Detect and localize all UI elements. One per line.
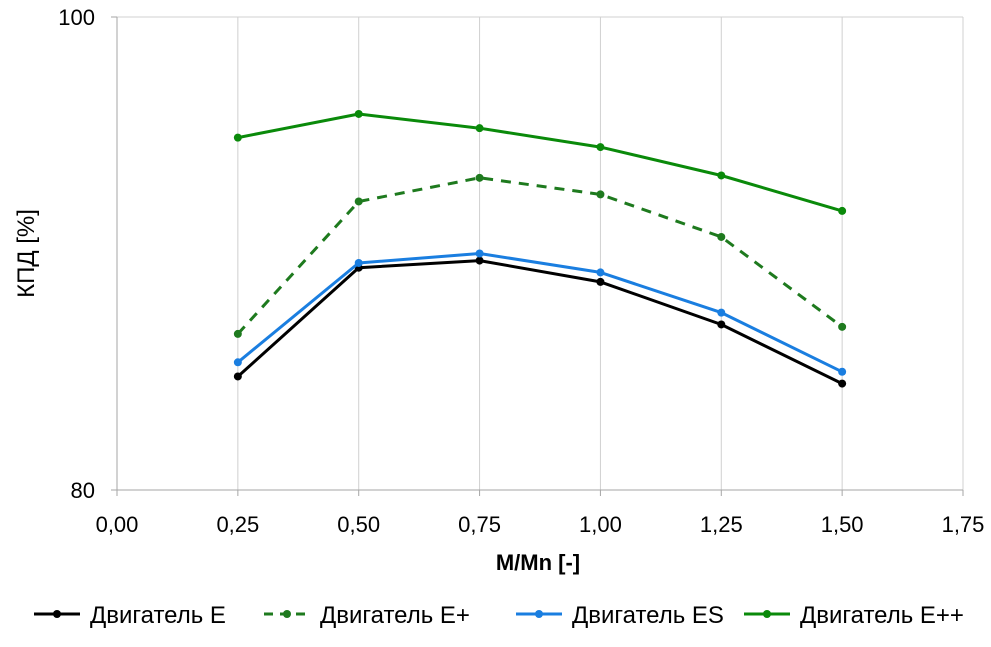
- tick-labels: 0,00 0,25 0,50 0,75 1,00 1,25 1,50 1,75 100 80: [58, 5, 984, 537]
- legend-label: Двигатель E: [90, 602, 226, 629]
- y-tick-label: 100: [58, 5, 95, 30]
- legend: Двигатель E Двигатель E+ Двигатель ES Двига…: [34, 602, 964, 629]
- series-2-point: [354, 197, 363, 206]
- series-2-point: [475, 173, 484, 182]
- series-4-point: [233, 133, 242, 142]
- series-2: [233, 173, 847, 338]
- series-4-point: [475, 124, 484, 133]
- x-tick-label: 0,00: [96, 512, 139, 537]
- series-2-line: [236, 176, 843, 335]
- x-tick-label: 0,50: [337, 512, 380, 537]
- legend-label: Двигатель ES: [572, 602, 724, 629]
- x-tick-label: 0,75: [458, 512, 501, 537]
- y-tick-label: 80: [71, 478, 95, 503]
- series-1: [233, 256, 847, 388]
- series-2-point: [838, 322, 847, 331]
- series-3-point: [233, 358, 242, 367]
- legend-item: Двигатель E+: [264, 602, 470, 629]
- series-3-point: [717, 308, 726, 317]
- legend-item: Двигатель E: [34, 602, 226, 629]
- y-axis-title: КПД [%]: [13, 209, 40, 298]
- series-layer: [233, 109, 847, 388]
- series-4-line: [237, 112, 843, 213]
- series-1-point: [233, 372, 242, 381]
- series-1-point: [596, 277, 605, 286]
- series-2-point: [717, 232, 726, 241]
- legend-item: Двигатель E++: [744, 602, 964, 629]
- grid: [117, 16, 964, 490]
- legend-swatch-marker: [535, 610, 543, 618]
- series-3-point: [596, 268, 605, 277]
- series-1-point: [717, 320, 726, 329]
- series-4-point: [717, 171, 726, 180]
- series-1-point: [838, 379, 847, 388]
- legend-label: Двигатель E++: [800, 602, 964, 629]
- x-tick-label: 1,75: [942, 512, 985, 537]
- series-3-line: [236, 252, 843, 374]
- series-1-line: [236, 259, 843, 385]
- x-tick-label: 1,50: [821, 512, 864, 537]
- legend-swatch-marker: [53, 610, 61, 618]
- legend-swatch-marker: [763, 610, 771, 618]
- x-axis-title: M/Mn [-]: [496, 550, 580, 575]
- x-tick-label: 0,25: [216, 512, 259, 537]
- series-2-point: [233, 329, 242, 338]
- series-4: [233, 109, 847, 215]
- series-3-point: [354, 258, 363, 267]
- series-2-point: [596, 190, 605, 199]
- legend-item: Двигатель ES: [516, 602, 724, 629]
- series-4-point: [596, 143, 605, 152]
- legend-swatch-marker: [283, 610, 291, 618]
- x-tick-label: 1,25: [700, 512, 743, 537]
- axes: [111, 16, 964, 496]
- series-4-point: [354, 109, 363, 118]
- series-3-point: [838, 367, 847, 376]
- series-1-point: [475, 256, 484, 265]
- series-3-point: [475, 249, 484, 258]
- legend-label: Двигатель E+: [320, 602, 470, 629]
- series-3: [233, 249, 847, 376]
- x-tick-label: 1,00: [579, 512, 622, 537]
- series-4-point: [838, 206, 847, 215]
